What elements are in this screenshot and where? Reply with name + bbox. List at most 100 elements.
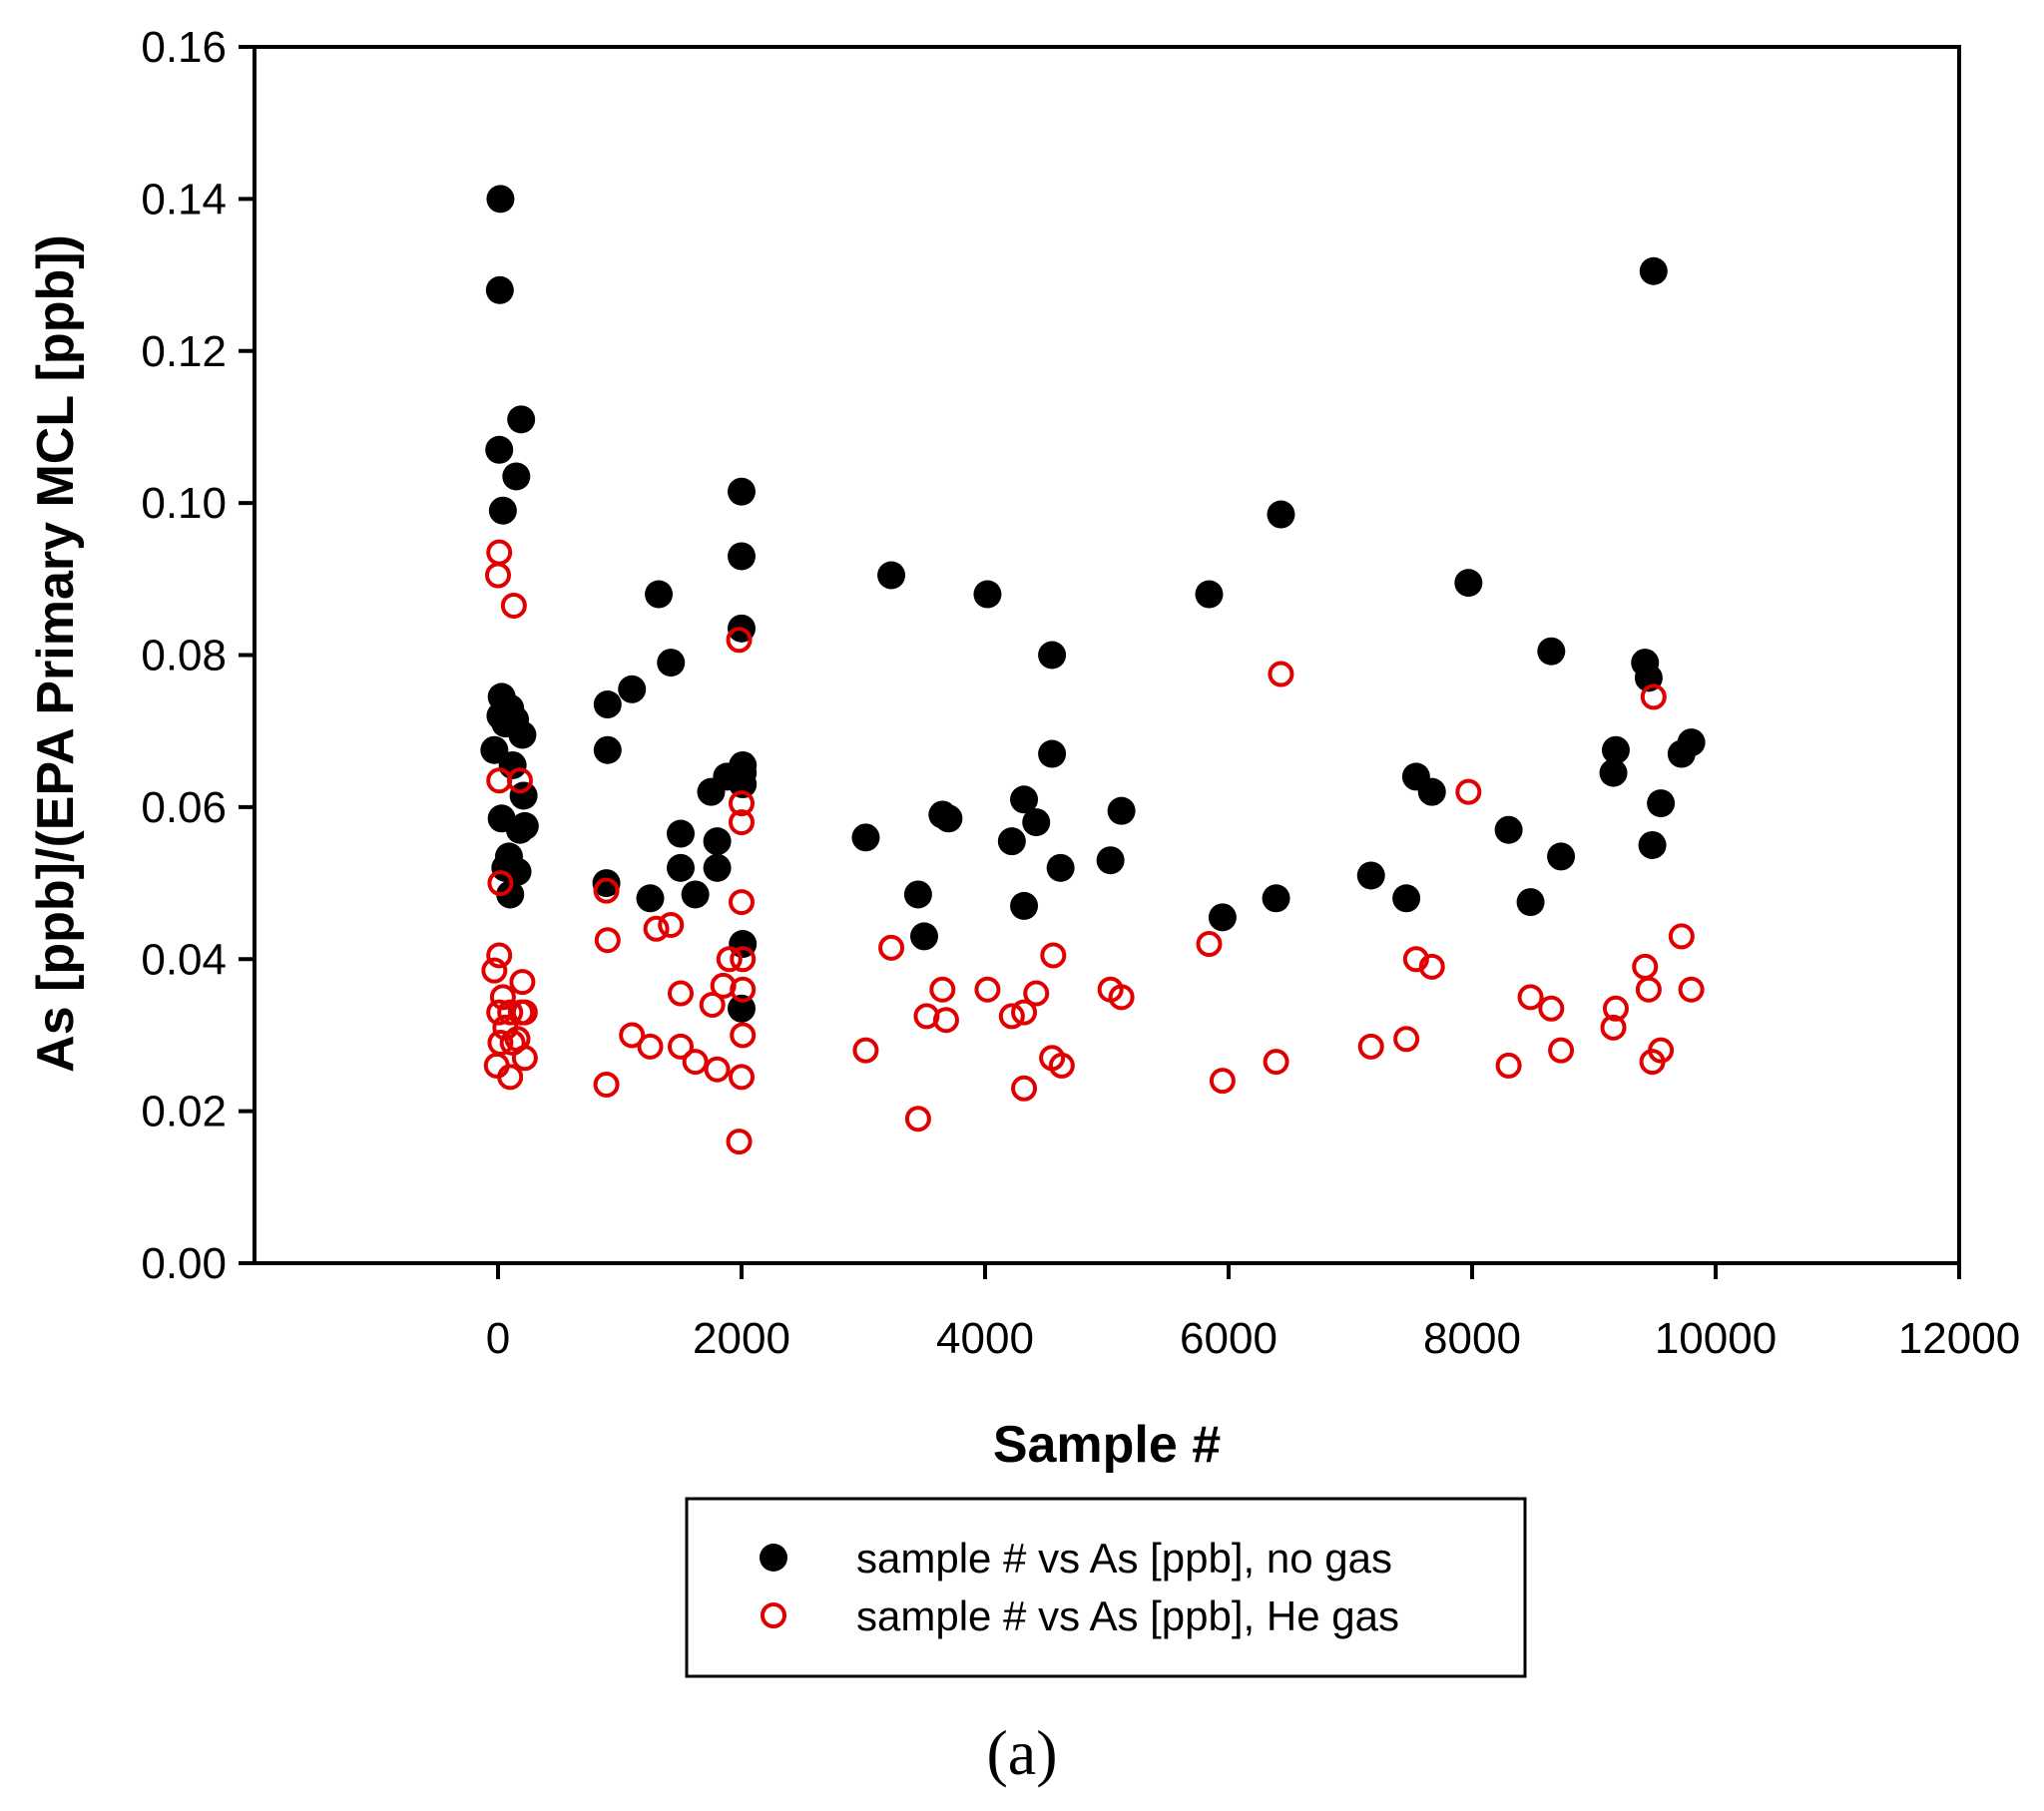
y-tick-label: 0.04 (141, 935, 227, 984)
data-points (480, 185, 1706, 1155)
point-no-gas (851, 823, 880, 852)
point-he-gas (1668, 923, 1695, 950)
y-tick-label: 0.10 (141, 479, 227, 528)
y-axis-title: As [ppb]/(EPA Primary MCL [ppb]) (27, 234, 85, 1073)
point-no-gas (1096, 846, 1125, 875)
point-no-gas (1677, 728, 1706, 757)
point-no-gas (507, 405, 536, 434)
point-he-gas (1011, 999, 1038, 1026)
point-no-gas (486, 185, 515, 214)
point-he-gas (730, 976, 757, 1003)
point-no-gas (703, 853, 732, 882)
point-no-gas (1022, 808, 1051, 837)
point-no-gas (703, 827, 732, 856)
point-he-gas (1268, 661, 1294, 687)
point-he-gas (594, 927, 621, 954)
point-no-gas (1638, 830, 1667, 859)
point-he-gas (852, 1037, 879, 1064)
point-he-gas (511, 1045, 538, 1072)
point-no-gas (729, 758, 758, 787)
point-he-gas (506, 767, 533, 794)
point-no-gas (1601, 735, 1630, 764)
point-he-gas (1640, 683, 1667, 710)
y-tick-label: 0.12 (141, 327, 227, 376)
point-no-gas (496, 880, 525, 909)
point-no-gas (1208, 903, 1237, 932)
point-no-gas (1639, 256, 1668, 285)
point-he-gas (929, 976, 956, 1003)
legend: sample # vs As [ppb], no gas sample # vs… (685, 1497, 1527, 1678)
point-no-gas (618, 675, 647, 703)
point-no-gas (1267, 500, 1295, 529)
y-tick-label: 0.14 (141, 175, 227, 224)
point-he-gas (1263, 1049, 1289, 1076)
point-he-gas (998, 1003, 1025, 1030)
x-tick-label: 8000 (1423, 1314, 1521, 1363)
point-no-gas (1010, 785, 1039, 814)
point-no-gas (1647, 789, 1676, 818)
point-he-gas (1548, 1037, 1575, 1064)
point-he-gas (699, 991, 726, 1018)
point-no-gas (645, 580, 674, 609)
point-no-gas (1417, 777, 1446, 806)
point-he-gas (511, 999, 538, 1026)
point-no-gas (485, 275, 514, 304)
point-he-gas (486, 942, 513, 969)
point-no-gas (667, 853, 695, 882)
point-no-gas (903, 880, 932, 909)
point-he-gas (1602, 995, 1629, 1022)
point-no-gas (1494, 815, 1523, 844)
legend-marker-he-gas (761, 1602, 786, 1628)
x-tick-label: 0 (486, 1314, 510, 1363)
point-he-gas (730, 1022, 757, 1049)
point-he-gas (729, 809, 755, 836)
point-no-gas (1547, 842, 1576, 871)
point-he-gas (1517, 984, 1544, 1011)
x-axis: 0 2000 4000 6000 8000 10000 12000 (486, 1263, 2020, 1363)
point-he-gas (904, 1106, 931, 1132)
point-he-gas (668, 1033, 694, 1060)
point-he-gas (487, 870, 514, 897)
x-tick-label: 12000 (1898, 1314, 2020, 1363)
x-tick-label: 2000 (693, 1314, 790, 1363)
point-he-gas (1648, 1037, 1675, 1064)
x-axis-title: Sample # (993, 1416, 1221, 1474)
point-he-gas (1600, 1014, 1627, 1041)
point-no-gas (1599, 758, 1628, 787)
legend-label-no-gas: sample # vs As [ppb], no gas (856, 1535, 1392, 1582)
point-he-gas (497, 999, 524, 1026)
point-no-gas (667, 819, 695, 848)
point-no-gas (973, 580, 1002, 609)
point-he-gas (500, 592, 527, 619)
point-he-gas (932, 1007, 959, 1034)
point-no-gas (728, 542, 756, 571)
point-no-gas (728, 477, 756, 506)
point-he-gas (1418, 953, 1445, 980)
point-he-gas (489, 984, 516, 1011)
point-he-gas (1196, 931, 1223, 958)
point-he-gas (1635, 976, 1662, 1003)
point-he-gas (509, 969, 536, 996)
point-no-gas (728, 994, 756, 1023)
y-tick-label: 0.00 (141, 1239, 227, 1288)
point-he-gas (729, 889, 755, 916)
point-he-gas (1357, 1033, 1384, 1060)
x-tick-label: 6000 (1180, 1314, 1278, 1363)
point-he-gas (658, 911, 685, 938)
point-no-gas (592, 869, 621, 898)
point-he-gas (637, 1033, 664, 1060)
point-no-gas (636, 884, 665, 913)
point-no-gas (485, 435, 514, 464)
point-he-gas (1538, 995, 1565, 1022)
point-he-gas (1048, 1052, 1075, 1079)
x-tick-label: 4000 (936, 1314, 1034, 1363)
point-he-gas (497, 1064, 524, 1091)
point-he-gas (1632, 953, 1659, 980)
y-tick-label: 0.08 (141, 632, 227, 680)
point-no-gas (1356, 861, 1385, 890)
point-he-gas (974, 976, 1001, 1003)
plot-area-frame (253, 45, 1961, 1265)
point-he-gas (485, 562, 511, 589)
x-tick-label: 10000 (1655, 1314, 1777, 1363)
point-no-gas (502, 462, 531, 491)
